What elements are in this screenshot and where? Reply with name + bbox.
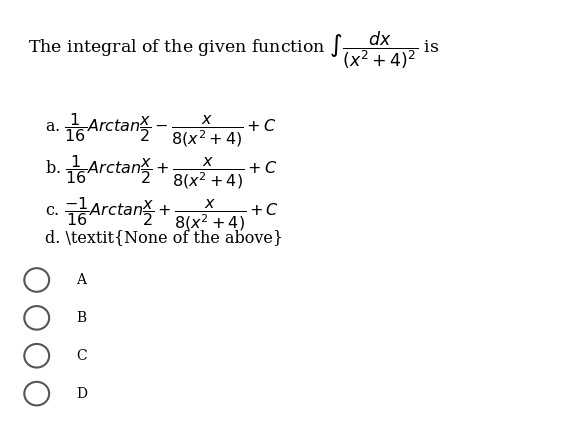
Text: C: C xyxy=(76,349,87,363)
Text: The integral of the given function $\int \dfrac{dx}{(x^2+4)^2}$ is: The integral of the given function $\int… xyxy=(28,29,440,71)
Text: B: B xyxy=(76,311,86,325)
Text: b. $\dfrac{1}{16}\mathit{Arctan}\dfrac{x}{2} + \dfrac{x}{8(x^2+4)} + C$: b. $\dfrac{1}{16}\mathit{Arctan}\dfrac{x… xyxy=(45,154,277,192)
Text: a. $\dfrac{1}{16}\mathit{Arctan}\dfrac{x}{2} - \dfrac{x}{8(x^2+4)} + C$: a. $\dfrac{1}{16}\mathit{Arctan}\dfrac{x… xyxy=(45,112,277,149)
Text: D: D xyxy=(76,386,87,401)
Text: c. $\dfrac{-1}{16}\mathit{Arctan}\dfrac{x}{2} + \dfrac{x}{8(x^2+4)} + C$: c. $\dfrac{-1}{16}\mathit{Arctan}\dfrac{… xyxy=(45,196,279,234)
Text: d. \textit{None of the above}: d. \textit{None of the above} xyxy=(45,229,283,246)
Text: A: A xyxy=(76,273,86,287)
